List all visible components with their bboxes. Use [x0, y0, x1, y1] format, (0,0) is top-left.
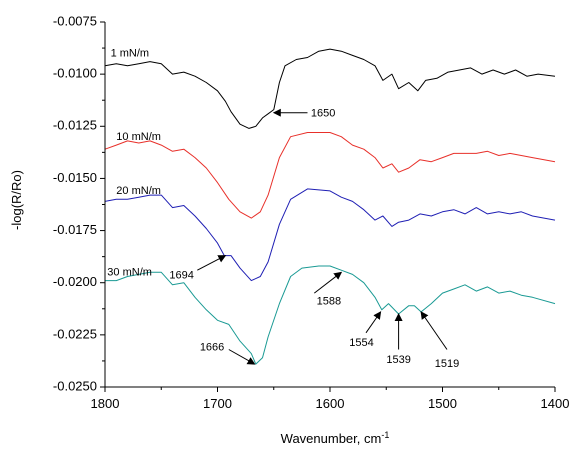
annotation-arrow-1554	[365, 311, 382, 334]
x-tick-label: 1700	[203, 396, 232, 411]
y-axis-title: -log(R/Ro)	[9, 170, 24, 230]
y-tick-label: -0.0225	[53, 326, 97, 341]
axes-layer: -0.0075 -0.0100 -0.0125 -0.0150 -0.0175 -0.02…	[53, 13, 570, 411]
x-tick-label: 1400	[541, 396, 570, 411]
y-tick-label: -0.0125	[53, 118, 97, 133]
annotation-label-1694: 1694	[169, 269, 193, 281]
y-tick-label: -0.0200	[53, 274, 97, 289]
y-tick-label: -0.0075	[53, 13, 97, 28]
y-tick-label: -0.0150	[53, 170, 97, 185]
annotation-layer: 1650 1694 1588 1666 1554 1539 1519	[169, 108, 459, 370]
annotation-arrow-1694	[197, 255, 227, 271]
annotation-arrow-1666	[228, 349, 256, 365]
y-tick-label: -0.0175	[53, 222, 97, 237]
annotation-label-1666: 1666	[200, 341, 224, 353]
annotation-label-1650: 1650	[311, 108, 335, 120]
annotation-arrow-1519	[420, 311, 448, 350]
x-tick-label: 1800	[91, 396, 120, 411]
series-label-3: 20 mN/m	[116, 185, 161, 197]
x-axis-title-text: Wavenumber, cm	[281, 431, 382, 446]
annotation-label-1554: 1554	[349, 337, 373, 349]
annotation-arrow-1588	[313, 271, 343, 294]
series-label-2: 10 mN/m	[116, 131, 161, 143]
series-line-2	[104, 132, 556, 219]
annotation-label-1519: 1519	[435, 358, 459, 370]
series-line-1	[104, 48, 556, 129]
y-tick-label: -0.0100	[53, 66, 97, 81]
series-line-3	[104, 188, 556, 282]
series-label-1: 1 mN/m	[111, 47, 150, 59]
series-label-4: 30 mN/m	[107, 266, 152, 278]
x-axis-title: Wavenumber, cm-1	[281, 430, 390, 446]
y-tick-label: -0.0250	[53, 378, 97, 393]
series-layer: 1 mN/m 10 mN/m 20 mN/m 30 mN/m	[104, 47, 556, 365]
x-axis-title-superscript: -1	[381, 430, 389, 440]
annotation-label-1539: 1539	[386, 354, 410, 366]
annotation-label-1588: 1588	[317, 295, 341, 307]
series-line-4	[105, 265, 556, 365]
x-tick-label: 1600	[316, 396, 345, 411]
x-tick-label: 1500	[428, 396, 457, 411]
